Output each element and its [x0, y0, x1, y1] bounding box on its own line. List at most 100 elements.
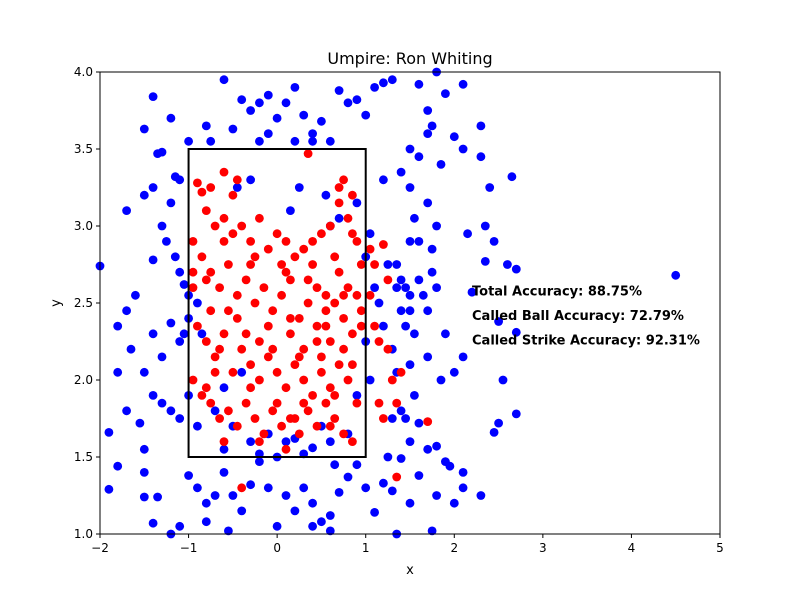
- data-point: [206, 398, 216, 408]
- data-point: [188, 375, 198, 385]
- data-point: [219, 213, 229, 223]
- data-point: [348, 190, 357, 200]
- data-point: [423, 444, 433, 454]
- data-point: [255, 337, 264, 346]
- data-point: [387, 486, 397, 496]
- data-point: [432, 491, 441, 500]
- data-point: [228, 367, 238, 377]
- data-point: [237, 483, 247, 493]
- data-point: [219, 468, 229, 477]
- data-point: [410, 213, 419, 223]
- data-point: [317, 229, 326, 239]
- y-tick-label: 2.5: [74, 296, 93, 310]
- data-point: [224, 260, 233, 269]
- data-point: [476, 121, 486, 131]
- data-point: [201, 517, 211, 527]
- data-point: [441, 89, 450, 98]
- data-point: [458, 79, 468, 89]
- data-point: [325, 136, 335, 146]
- data-point: [166, 406, 176, 416]
- data-point: [193, 298, 202, 308]
- data-point: [414, 152, 424, 162]
- data-point: [414, 471, 424, 480]
- data-point: [330, 460, 340, 470]
- data-point: [232, 421, 242, 431]
- data-point: [272, 113, 282, 123]
- data-point: [201, 337, 211, 346]
- data-point: [113, 321, 123, 331]
- data-point: [122, 306, 131, 316]
- data-point: [197, 187, 207, 197]
- data-point: [157, 398, 167, 408]
- data-point: [414, 275, 424, 285]
- data-point: [228, 491, 238, 500]
- data-point: [219, 444, 229, 454]
- data-point: [321, 398, 331, 408]
- data-point: [286, 329, 295, 339]
- data-point: [232, 314, 242, 323]
- data-point: [294, 183, 304, 192]
- data-point: [325, 221, 335, 231]
- data-point: [219, 167, 229, 177]
- data-point: [237, 506, 247, 516]
- data-point: [215, 414, 225, 423]
- data-point: [241, 275, 251, 285]
- data-point: [414, 418, 424, 428]
- data-point: [139, 444, 149, 454]
- data-point: [370, 321, 379, 331]
- data-point: [268, 306, 278, 316]
- data-point: [427, 526, 437, 536]
- data-point: [255, 375, 264, 385]
- data-point: [321, 190, 331, 200]
- data-point: [259, 429, 269, 439]
- data-point: [348, 329, 357, 339]
- data-point: [277, 260, 286, 269]
- data-point: [228, 124, 238, 134]
- data-point: [321, 306, 331, 316]
- data-point: [396, 406, 406, 416]
- data-point: [383, 275, 393, 285]
- data-point: [277, 290, 286, 300]
- data-point: [281, 437, 291, 446]
- data-point: [201, 498, 211, 508]
- data-point: [494, 317, 503, 326]
- data-point: [188, 283, 198, 292]
- x-tick-label: 3: [539, 541, 547, 555]
- x-tick-label: 0: [273, 541, 281, 555]
- data-point: [348, 229, 357, 239]
- data-point: [312, 283, 322, 292]
- y-tick-label: 3.5: [74, 142, 93, 156]
- data-point: [126, 344, 136, 354]
- data-point: [432, 221, 441, 231]
- data-point: [374, 398, 384, 408]
- data-point: [250, 414, 260, 423]
- data-point: [436, 375, 446, 385]
- data-point: [263, 352, 273, 362]
- data-point: [317, 116, 326, 126]
- data-point: [348, 360, 357, 369]
- data-point: [139, 492, 149, 502]
- data-point: [139, 190, 149, 200]
- data-point: [308, 391, 317, 400]
- data-point: [104, 484, 114, 494]
- data-point: [139, 468, 149, 477]
- data-point: [179, 329, 189, 339]
- data-point: [210, 406, 220, 416]
- data-point: [383, 260, 393, 269]
- data-point: [383, 452, 393, 462]
- data-point: [405, 360, 415, 369]
- data-point: [414, 237, 424, 246]
- data-point: [405, 144, 415, 154]
- data-point: [272, 367, 282, 377]
- chart-title: Umpire: Ron Whiting: [327, 49, 492, 68]
- data-point: [299, 398, 309, 408]
- data-point: [197, 329, 207, 339]
- data-point: [281, 237, 291, 246]
- data-point: [480, 257, 490, 266]
- data-point: [104, 428, 114, 437]
- data-point: [153, 492, 163, 502]
- data-point: [255, 136, 264, 146]
- data-point: [148, 255, 158, 265]
- data-point: [210, 352, 220, 362]
- data-point: [339, 314, 348, 323]
